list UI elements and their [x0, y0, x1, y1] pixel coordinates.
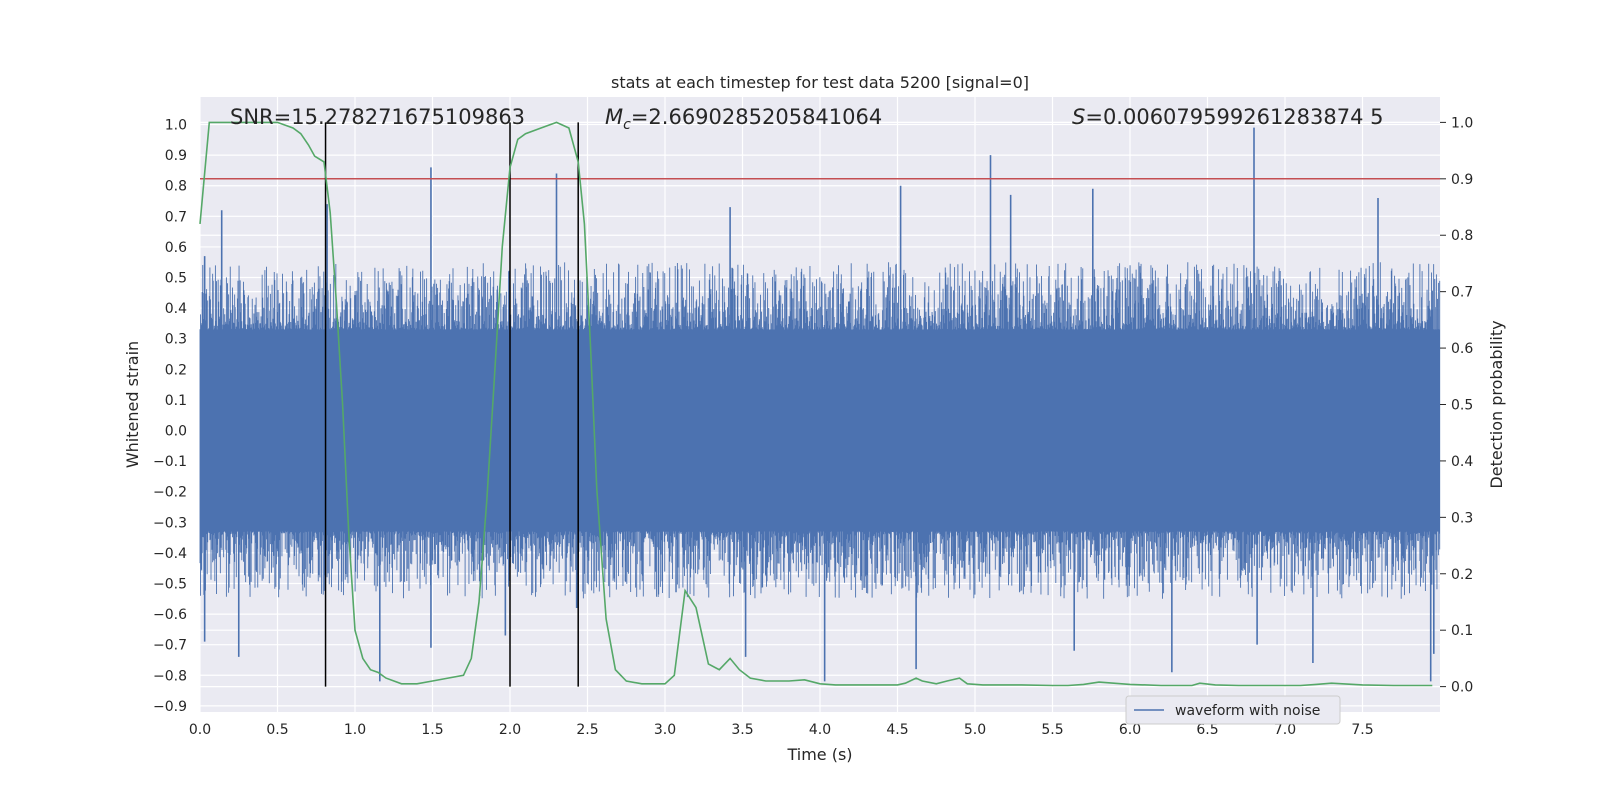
y-tick-label: 0.8 [165, 179, 187, 195]
x-tick-label: 0.0 [189, 722, 211, 738]
probability-line [199, 121, 1433, 687]
legend: waveform with noise [1125, 695, 1341, 725]
y2-tick-label: 0.0 [1451, 680, 1473, 696]
snr-annotation: SNR=15.278271675109863 [230, 105, 525, 129]
y2-tick-label: 0.6 [1451, 341, 1473, 357]
s-symbol: S [1072, 105, 1085, 129]
legend-label-waveform: waveform with noise [1175, 703, 1320, 719]
y2-tick-label: 0.3 [1451, 510, 1473, 526]
y2-tick-label: 0.2 [1451, 567, 1473, 583]
x-tick-label: 1.0 [344, 722, 366, 738]
x-tick-label: 7.5 [1351, 722, 1373, 738]
y2-tick-label: 0.4 [1451, 454, 1473, 470]
x-tick-label: 7.0 [1274, 722, 1296, 738]
mc-symbol: M [605, 105, 623, 129]
x-tick-label: 5.0 [964, 722, 986, 738]
y-tick-label: −0.6 [153, 607, 187, 623]
y-tick-label: −0.8 [153, 668, 187, 684]
x-tick-label: 5.5 [1041, 722, 1063, 738]
waveform-core [200, 329, 1440, 532]
y-tick-label: 0.7 [165, 209, 187, 225]
y-tick-label: 0.1 [165, 393, 187, 409]
y-tick-label: −0.7 [153, 638, 187, 654]
y-tick-label: 0.9 [165, 148, 187, 164]
y-tick-label: −0.5 [153, 576, 187, 592]
probability-series [199, 121, 1433, 687]
y2-axis-label: Detection probability [1487, 320, 1506, 488]
y-tick-label: −0.1 [153, 454, 187, 470]
x-tick-label: 4.5 [886, 722, 908, 738]
legend-box [1125, 695, 1341, 725]
x-tick-label: 3.5 [731, 722, 753, 738]
y2-tick-label: 0.9 [1451, 172, 1473, 188]
y2-tick-label: 0.7 [1451, 285, 1473, 301]
y2-tick-label: 0.1 [1451, 623, 1473, 639]
x-tick-label: 0.5 [266, 722, 288, 738]
chirp-mass-annotation: Mc=2.6690285205841064 [605, 105, 882, 133]
y-tick-label: 0.3 [165, 332, 187, 348]
s-value: =0.006079599261283874 5 [1085, 105, 1383, 129]
x-tick-label: 2.5 [576, 722, 598, 738]
x-tick-label: 2.0 [499, 722, 521, 738]
y-tick-label: 0.6 [165, 240, 187, 256]
y2-tick-label: 0.5 [1451, 398, 1473, 414]
waveform-series [199, 127, 1441, 682]
y-tick-label: −0.2 [153, 485, 187, 501]
y-tick-label: −0.9 [153, 699, 187, 715]
overlay-lines [200, 122, 1440, 687]
axes: 0.0 0.5 1.0 1.5 2.0 2.5 3.0 3.5 4.0 4.5 5.0 5.5 6.0 6… [153, 115, 1473, 738]
mc-value: =2.6690285205841064 [631, 105, 882, 129]
x-axis-label: Time (s) [786, 745, 852, 764]
y-tick-label: 0.0 [165, 424, 187, 440]
y-tick-label: 0.4 [165, 301, 187, 317]
y-tick-label: −0.3 [153, 515, 187, 531]
y-tick-label: 0.5 [165, 271, 187, 287]
chart-title: stats at each timestep for test data 520… [611, 73, 1029, 92]
y-tick-label: −0.4 [153, 546, 187, 562]
x-tick-label: 6.0 [1119, 722, 1141, 738]
y-tick-label: 0.2 [165, 362, 187, 378]
y2-tick-label: 0.8 [1451, 228, 1473, 244]
s-annotation: S=0.006079599261283874 5 [1072, 105, 1384, 129]
x-tick-label: 1.5 [421, 722, 443, 738]
mc-subscript: c [623, 117, 631, 133]
y-axis-label: Whitened strain [123, 341, 142, 468]
x-tick-label: 3.0 [654, 722, 676, 738]
y2-tick-label: 1.0 [1451, 115, 1473, 131]
y-tick-label: 1.0 [165, 118, 187, 134]
x-tick-label: 4.0 [809, 722, 831, 738]
x-tick-label: 6.5 [1196, 722, 1218, 738]
